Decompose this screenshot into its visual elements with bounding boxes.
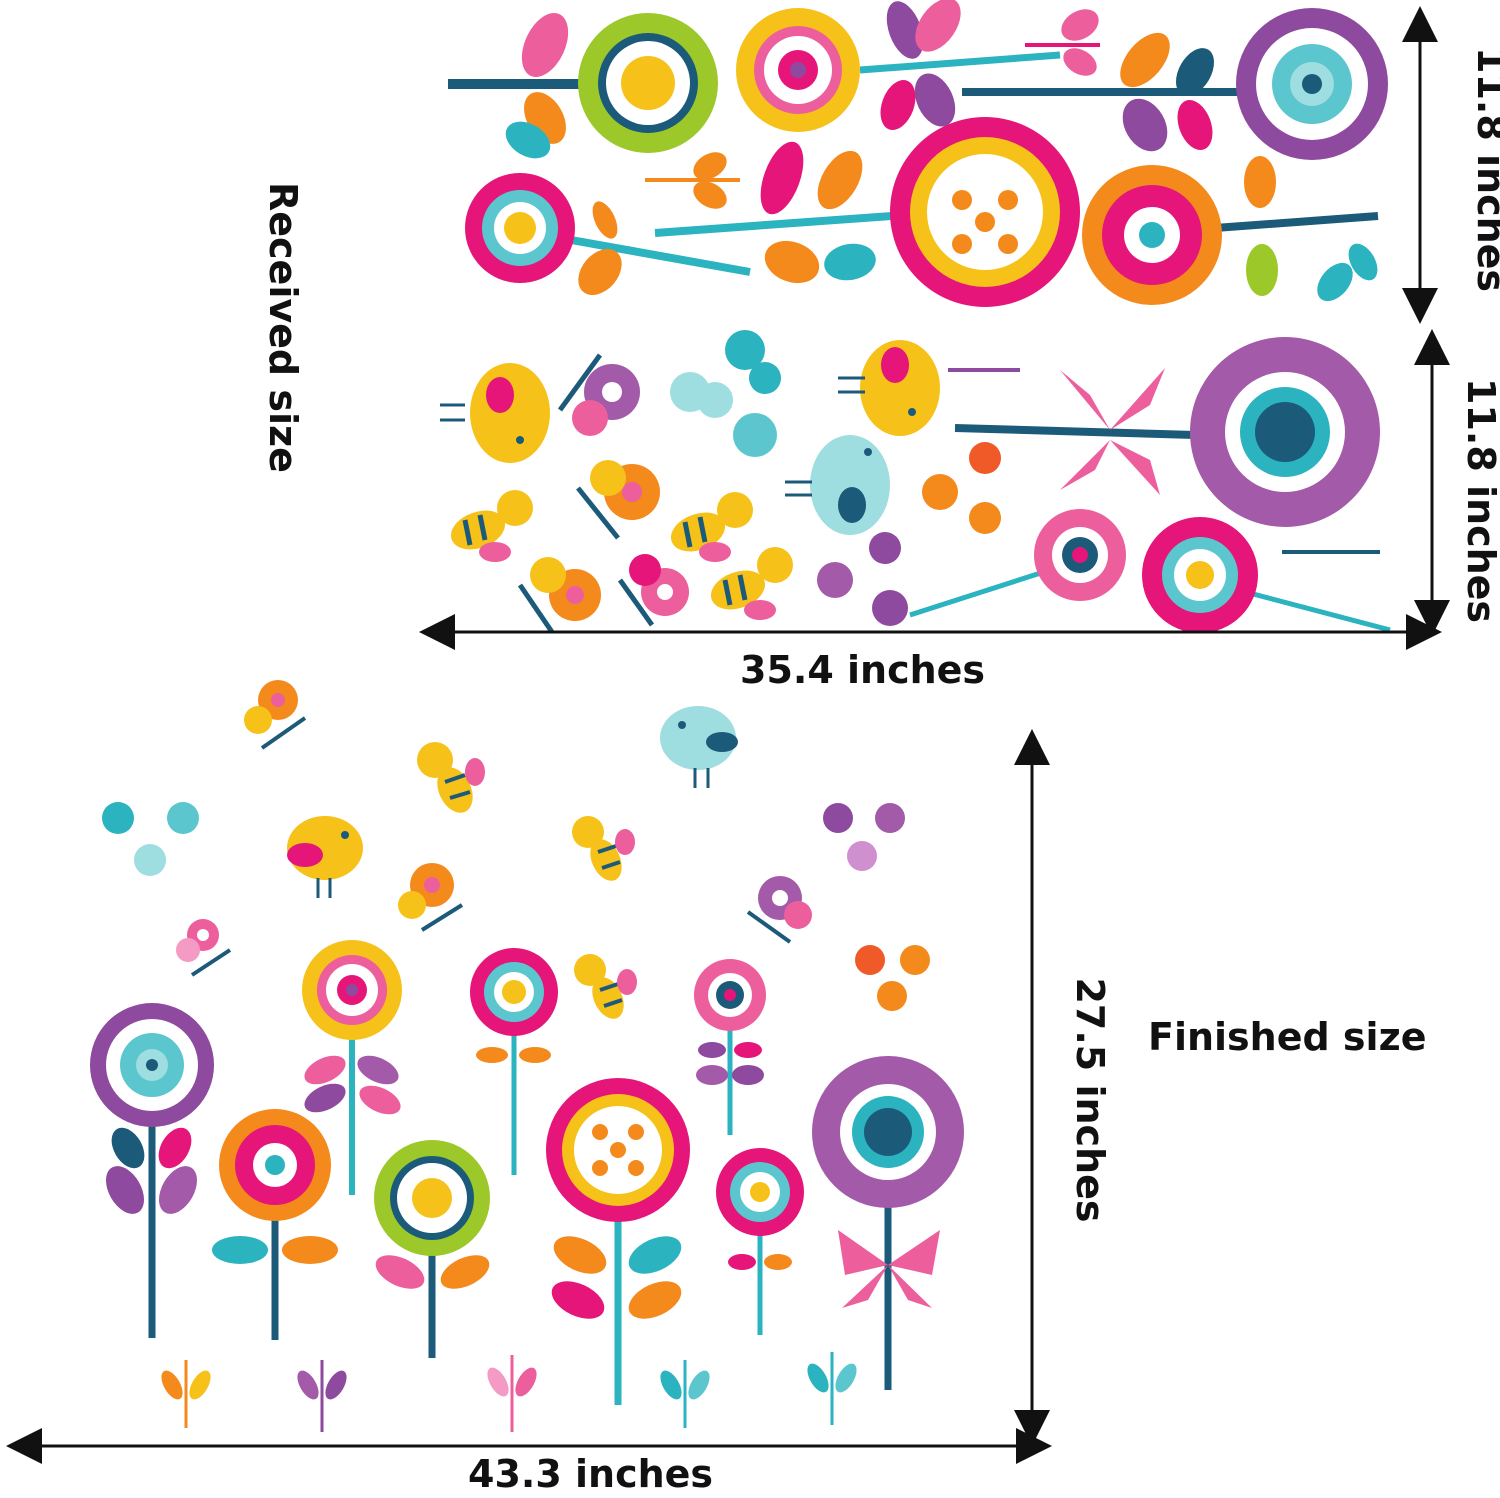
flower-purple-aqua-finished [90, 1003, 214, 1127]
finished-size-label: Finished size [1148, 1015, 1427, 1059]
flower-magenta-dots-finished [716, 1148, 804, 1236]
finished-arrangement [90, 680, 964, 1432]
bee-finished-2 [572, 816, 635, 881]
flower-magenta-small-finished [470, 948, 558, 1036]
received-height-2-label: 11.8 inches [1459, 378, 1500, 624]
finished-width-label: 43.3 inches [468, 1452, 714, 1496]
butterfly-pink [617, 554, 689, 627]
bee-finished-3 [574, 954, 637, 1019]
sprouts [161, 1352, 857, 1432]
flower-orange-finished [219, 1109, 331, 1221]
flower-pink-heart [1034, 509, 1126, 601]
flower-purple-navy-finished [812, 1056, 964, 1208]
bird-blue-finished [660, 706, 738, 788]
bee-2 [670, 492, 753, 562]
dimension-lines [6, 6, 1450, 1464]
flower-orange [1082, 165, 1222, 305]
bee-1 [450, 490, 533, 562]
butterfly-orange-finished-1 [244, 680, 307, 750]
butterfly-purple [557, 353, 640, 436]
bird-yellow-2 [838, 340, 940, 436]
finished-height-label: 27.5 inches [1068, 977, 1112, 1223]
flower-purple-navy [1190, 337, 1380, 527]
flower-lime [578, 13, 718, 153]
flower-magenta-hearts-finished [546, 1078, 690, 1222]
received-size-label: Received size [261, 182, 305, 473]
flower-lime-finished [374, 1140, 490, 1256]
bird-blue [785, 435, 890, 535]
flower-yellow [736, 8, 860, 132]
flower-magenta-dots [1142, 517, 1258, 633]
flower-pink-heart-finished [694, 959, 766, 1031]
received-sheets [440, 0, 1391, 634]
flower-yellow-finished [302, 940, 402, 1040]
bee-finished-1 [417, 742, 485, 813]
butterfly-orange-finished-2 [398, 863, 464, 932]
butterfly-purple-finished [746, 876, 812, 944]
bird-yellow-finished [287, 816, 363, 898]
bird-yellow-1 [440, 363, 550, 463]
received-height-1-label: 11.8 inches [1469, 47, 1500, 293]
received-width-label: 35.4 inches [740, 648, 986, 692]
flower-magenta-hearts [890, 117, 1080, 307]
butterfly-pink-finished [176, 919, 232, 977]
butterfly-orange-1 [576, 460, 660, 540]
hearts-finished [102, 802, 930, 1011]
flower-magenta-small [465, 173, 575, 283]
flower-purple-aqua [1236, 8, 1388, 160]
butterfly-orange-2 [517, 557, 601, 634]
